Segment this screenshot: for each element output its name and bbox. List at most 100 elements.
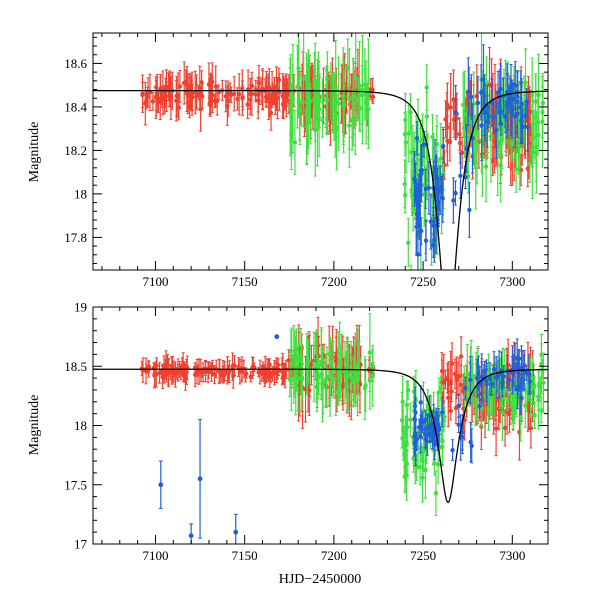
data-point (410, 210, 416, 215)
data-point (200, 94, 205, 99)
data-point (438, 156, 443, 161)
data-point (505, 397, 510, 403)
data-point (327, 374, 333, 380)
data-point (440, 444, 445, 450)
data-point (406, 240, 411, 245)
data-point (192, 372, 198, 377)
data-point (324, 374, 330, 380)
y-tick-label: 17.5 (64, 477, 87, 492)
data-point (288, 95, 293, 101)
data-point (409, 296, 413, 300)
data-point (466, 89, 471, 94)
data-point (287, 377, 293, 382)
x-tick-label: 7150 (232, 548, 258, 563)
data-point (541, 380, 546, 386)
y-tick-label: 18.5 (64, 359, 87, 374)
data-point (468, 439, 473, 445)
data-point (293, 373, 298, 378)
data-point (502, 425, 508, 431)
data-point (412, 441, 417, 446)
data-point (168, 95, 174, 100)
data-point (440, 410, 445, 415)
data-point (420, 420, 425, 425)
data-point (320, 93, 325, 99)
data-point (203, 366, 208, 371)
data-point (259, 371, 265, 376)
data-point (404, 473, 409, 478)
data-point (154, 363, 159, 368)
data-point (289, 115, 294, 121)
y-tick-label: 18.4 (64, 99, 87, 114)
bottom-y-axis-label: Magnitude (27, 395, 42, 456)
data-point (401, 428, 406, 434)
x-tick-label: 7250 (410, 274, 436, 289)
data-point (423, 417, 428, 422)
data-point (498, 86, 503, 92)
data-point (171, 369, 176, 375)
data-point (530, 122, 536, 127)
data-point (274, 334, 280, 340)
data-point (458, 382, 464, 388)
data-point (514, 355, 520, 361)
data-point (158, 482, 164, 488)
data-point (483, 164, 489, 169)
data-point (255, 98, 261, 103)
y-tick-label: 18 (74, 418, 87, 433)
data-point (143, 101, 148, 106)
data-point (176, 105, 181, 110)
data-point (456, 403, 462, 409)
data-point (225, 103, 230, 109)
data-point (538, 384, 543, 390)
data-point (200, 370, 206, 375)
model-curve (93, 368, 548, 504)
y-tick-label: 17 (74, 537, 88, 552)
data-point (363, 100, 369, 105)
data-point (429, 426, 434, 432)
data-point (491, 367, 497, 372)
data-point (440, 196, 446, 201)
data-point (275, 95, 280, 101)
data-point (536, 398, 541, 403)
data-point (184, 369, 189, 375)
data-point (300, 376, 305, 382)
data-point (498, 142, 503, 147)
data-point (405, 387, 411, 393)
data-point (196, 90, 201, 95)
data-point (275, 362, 281, 368)
data-point (140, 91, 145, 96)
model-curve (93, 89, 548, 270)
data-point (453, 190, 458, 196)
top-plot-frame (92, 32, 549, 271)
data-point (469, 94, 474, 100)
data-point (413, 410, 418, 415)
data-point (319, 359, 324, 364)
data-point (481, 77, 486, 82)
data-point (314, 373, 320, 378)
data-point (515, 386, 520, 392)
data-point (432, 461, 437, 466)
data-point (414, 135, 420, 141)
data-point (449, 361, 455, 366)
data-point (527, 379, 533, 384)
data-point (524, 389, 530, 394)
data-point (286, 357, 291, 363)
data-point (484, 381, 490, 387)
data-point (430, 134, 435, 140)
data-point (190, 95, 195, 100)
data-point (212, 372, 217, 377)
data-point (418, 435, 423, 440)
data-point (525, 124, 530, 130)
data-point (452, 371, 458, 377)
data-point (432, 441, 437, 447)
data-point (292, 140, 298, 145)
top-plot-data (93, 33, 548, 300)
data-point (339, 350, 344, 355)
top-panel: 7100 7150 7200 7250 7300 17.8 18 18.2 18.4 18.6 M… (27, 32, 549, 300)
data-point (507, 408, 513, 413)
data-point (249, 91, 255, 96)
data-point (188, 533, 194, 539)
data-point (359, 92, 365, 98)
data-point (347, 123, 352, 128)
data-point (331, 377, 336, 383)
